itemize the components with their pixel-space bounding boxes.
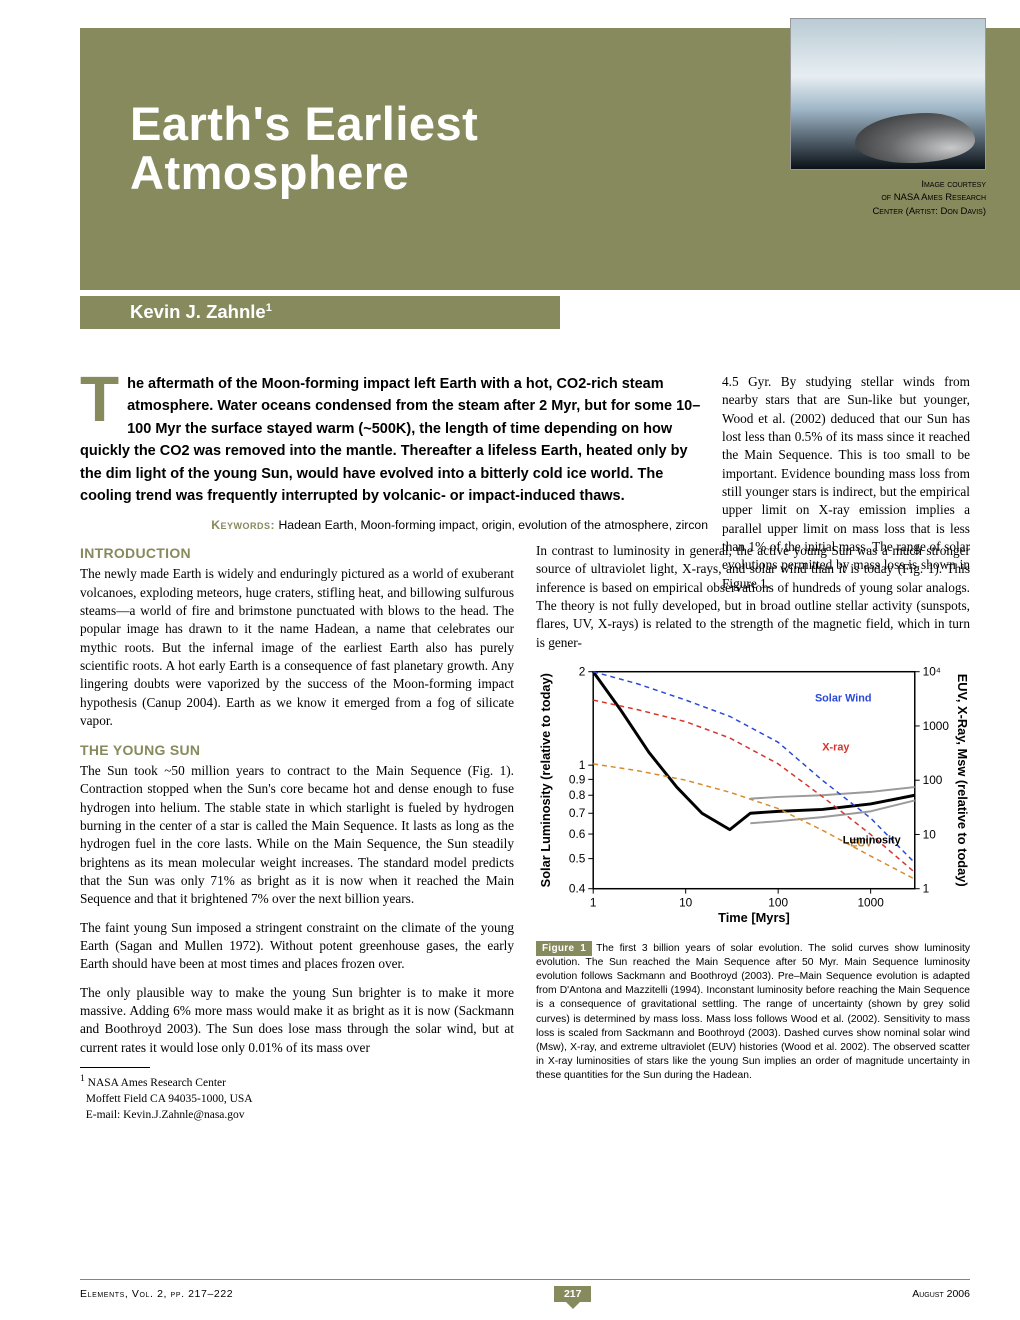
- section-heading-young-sun: THE YOUNG SUN: [80, 741, 514, 760]
- figure-1-chart: 11010010000.40.50.60.70.80.9121101001000…: [536, 662, 970, 928]
- svg-text:X-ray: X-ray: [822, 742, 849, 754]
- author-name: Kevin J. Zahnle: [130, 301, 266, 322]
- keywords-text: Hadean Earth, Moon-forming impact, origi…: [279, 518, 709, 532]
- hero-image: [790, 18, 986, 170]
- svg-text:1000: 1000: [857, 896, 884, 910]
- svg-text:2: 2: [579, 665, 586, 679]
- figure-1-caption: Figure 1The first 3 billion years of sol…: [536, 942, 970, 1084]
- sun-paragraph-3: The only plausible way to make the young…: [80, 984, 514, 1057]
- svg-text:Luminosity: Luminosity: [843, 835, 901, 847]
- svg-text:100: 100: [768, 896, 788, 910]
- svg-text:10: 10: [923, 828, 937, 842]
- title-line-1: Earth's Earliest: [130, 97, 478, 150]
- section-heading-introduction: INTRODUCTION: [80, 544, 514, 563]
- svg-text:10: 10: [679, 896, 693, 910]
- svg-text:1000: 1000: [923, 719, 950, 733]
- abstract-text: he aftermath of the Moon-forming impact …: [80, 373, 708, 508]
- svg-text:10⁴: 10⁴: [923, 665, 941, 679]
- footer-citation: Elements, Vol. 2, pp. 217–222: [80, 1288, 233, 1300]
- sun-paragraph-2: The faint young Sun imposed a stringent …: [80, 919, 514, 974]
- abstract-right-continuation: 4.5 Gyr. By studying stellar winds from …: [722, 373, 970, 593]
- svg-text:0.4: 0.4: [569, 882, 586, 896]
- svg-text:1: 1: [923, 882, 930, 896]
- abstract-block: T he aftermath of the Moon-forming impac…: [80, 373, 970, 534]
- footnote-rule: [80, 1067, 150, 1068]
- body-columns: INTRODUCTION The newly made Earth is wid…: [80, 542, 970, 1123]
- intro-paragraph: The newly made Earth is widely and endur…: [80, 565, 514, 730]
- svg-text:Solar Wind: Solar Wind: [815, 693, 872, 705]
- sun-paragraph-1: The Sun took ~50 million years to contra…: [80, 762, 514, 909]
- svg-text:0.5: 0.5: [569, 852, 586, 866]
- svg-text:0.9: 0.9: [569, 772, 586, 786]
- svg-text:100: 100: [923, 773, 943, 787]
- svg-text:1: 1: [579, 758, 586, 772]
- author-footnote: 1 NASA Ames Research Center Moffett Fiel…: [80, 1067, 514, 1123]
- footer-page-number: 217: [554, 1286, 592, 1302]
- figure-label: Figure 1: [536, 941, 592, 956]
- svg-text:Time [Myrs]: Time [Myrs]: [718, 910, 790, 925]
- footer-date: August 2006: [912, 1288, 970, 1300]
- keywords-label: Keywords:: [211, 518, 275, 532]
- svg-text:1: 1: [590, 896, 597, 910]
- dropcap: T: [80, 373, 127, 425]
- svg-text:0.8: 0.8: [569, 788, 586, 802]
- figure-caption-text: The first 3 billion years of solar evolu…: [536, 943, 970, 1082]
- svg-text:EUV, X-Ray, Msw (relative to t: EUV, X-Ray, Msw (relative to today): [955, 674, 970, 887]
- figure-1: 11010010000.40.50.60.70.80.9121101001000…: [536, 662, 970, 1083]
- keywords-line: Keywords: Hadean Earth, Moon-forming imp…: [80, 516, 708, 534]
- author-affil-sup: 1: [266, 302, 272, 314]
- author-bar: Kevin J. Zahnle1: [80, 296, 560, 329]
- svg-text:Solar Luminosity (relative to: Solar Luminosity (relative to today): [538, 673, 553, 887]
- page-footer: Elements, Vol. 2, pp. 217–222 217 August…: [80, 1279, 970, 1302]
- svg-text:0.7: 0.7: [569, 806, 585, 820]
- svg-text:0.6: 0.6: [569, 827, 586, 841]
- title-line-2: Atmosphere: [130, 146, 409, 199]
- title-banner: Earth's Earliest Atmosphere Image courte…: [80, 28, 1020, 290]
- image-credit: Image courtesy of NASA Ames Research Cen…: [786, 178, 986, 218]
